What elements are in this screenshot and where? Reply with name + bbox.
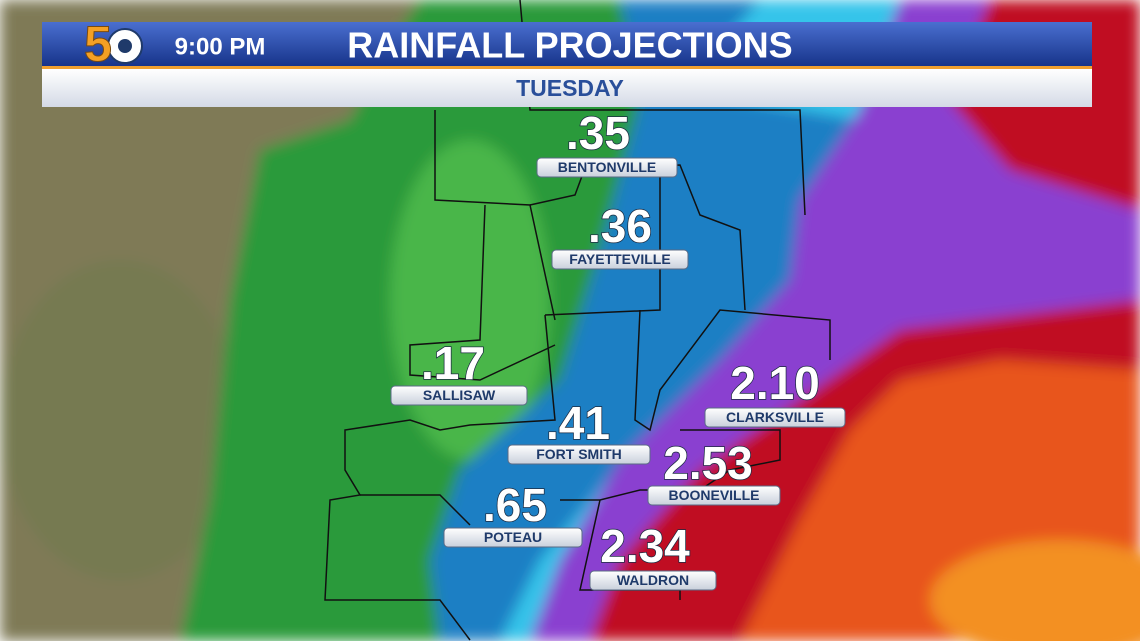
station-logo: 5	[84, 16, 112, 72]
rain-amount: .65	[483, 479, 547, 531]
rain-amount: 2.10	[730, 357, 820, 409]
rain-amount: .17	[421, 337, 485, 389]
rain-amount: .35	[566, 107, 630, 159]
location-name: BOONEVILLE	[668, 487, 759, 503]
location-name: SALLISAW	[423, 387, 496, 403]
rain-amount: .36	[588, 200, 652, 252]
location-name: POTEAU	[484, 529, 542, 545]
header-bar	[42, 22, 1092, 66]
location-name: FORT SMITH	[536, 446, 622, 462]
name-box	[443, 527, 583, 548]
name-box	[390, 385, 528, 406]
subtitle-bar	[42, 69, 1092, 107]
subtitle: TUESDAY	[516, 75, 624, 101]
header-stripe	[42, 66, 1092, 69]
name-box	[551, 249, 689, 270]
name-box	[704, 407, 846, 428]
rain-amount: 2.53	[663, 437, 753, 489]
name-box	[647, 485, 781, 506]
cbs-pupil	[118, 39, 132, 53]
rain-amount: .41	[546, 397, 610, 449]
name-box	[507, 444, 651, 465]
name-box	[536, 157, 678, 178]
rain-amount: 2.34	[600, 520, 690, 572]
location-name: CLARKSVILLE	[726, 409, 824, 425]
time: 9:00 PM	[175, 33, 266, 60]
location-name: BENTONVILLE	[558, 159, 657, 175]
name-box	[589, 570, 717, 591]
location-name: FAYETTEVILLE	[569, 251, 670, 267]
location-name: WALDRON	[617, 572, 689, 588]
title: RAINFALL PROJECTIONS	[347, 25, 792, 66]
